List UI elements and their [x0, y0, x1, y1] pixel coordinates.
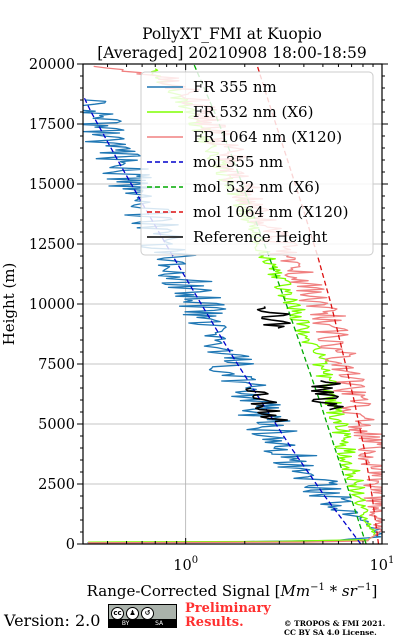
legend-entry: mol 1064 nm (X120) [193, 203, 348, 221]
y-tick-label: 17500 [29, 117, 75, 133]
copyright-notice: © TROPOS & FMI 2021. CC BY SA 4.0 Licens… [284, 619, 385, 637]
share-alike-icon: ↺ [141, 606, 154, 620]
chart-subtitle: [Averaged] 20210908 18:00-18:59 [97, 44, 367, 62]
y-tick-label: 15000 [29, 177, 75, 193]
series-line [245, 387, 288, 423]
series-line [193, 64, 367, 544]
x-axis-label: Range-Corrected Signal [Mm−1 * sr−1] [87, 582, 378, 600]
x-tick-label: 101 [370, 555, 395, 574]
preliminary-line-2: Results. [185, 615, 244, 630]
series-6 [245, 306, 344, 423]
preliminary-line-1: Preliminary [185, 601, 271, 616]
copyright-line-2: CC BY SA 4.0 License. [284, 628, 377, 637]
series-line [256, 306, 291, 329]
y-tick-label: 2500 [38, 477, 75, 493]
cc-license-badge: cc ♟ ↺ BY SA [108, 604, 177, 628]
y-tick-label: 5000 [38, 417, 75, 433]
cc-icon: cc [111, 606, 124, 620]
x-tick-label: 100 [173, 555, 198, 574]
legend-entry: Reference Height [193, 228, 327, 246]
series-line [83, 94, 362, 544]
version-label: Version: 2.0 [4, 611, 101, 630]
attribution-icon: ♟ [126, 606, 139, 620]
y-tick-label: 7500 [38, 357, 75, 373]
y-tick-label: 10000 [29, 297, 75, 313]
legend-entry: mol 355 nm [193, 153, 283, 171]
series-4 [193, 64, 367, 544]
axes: 0 2500 5000 7500 10000 12500 15000 17500 20000 10… [29, 57, 395, 574]
copyright-line-1: © TROPOS & FMI 2021. [284, 619, 386, 628]
legend-entry: FR 355 nm [193, 78, 277, 96]
legend-box [140, 71, 374, 256]
y-axis-label: Height (m) [0, 263, 18, 346]
legend-entry: FR 1064 nm (X120) [193, 128, 342, 146]
series-line [310, 380, 344, 411]
preliminary-results-label: Preliminary Results. [185, 602, 271, 630]
legend: FR 355 nm FR 532 nm (X6) FR 1064 nm (X120)… [140, 71, 374, 256]
badge-by-text: BY [121, 619, 130, 627]
y-tick-label: 12500 [29, 237, 75, 253]
y-tick-label: 0 [66, 537, 75, 553]
chart-title: PollyXT_FMI at Kuopio [142, 25, 322, 43]
legend-entry: mol 532 nm (X6) [193, 178, 320, 196]
series-3 [83, 94, 362, 544]
legend-entry: FR 532 nm (X6) [193, 103, 313, 121]
badge-sa-text: SA [155, 619, 164, 627]
y-tick-label: 20000 [29, 57, 75, 73]
